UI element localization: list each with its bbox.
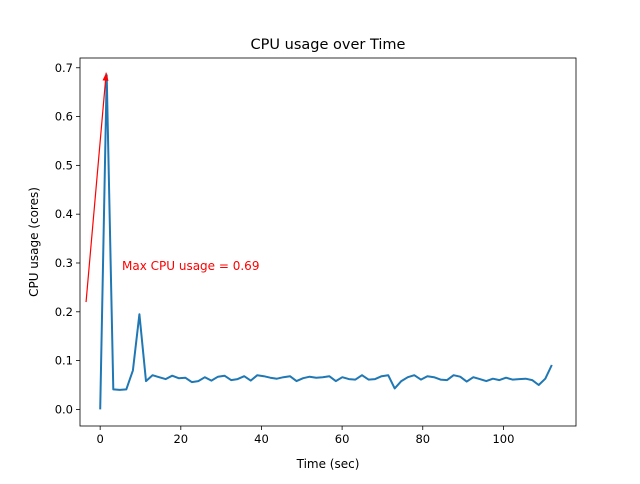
y-tick-label: 0.0 xyxy=(55,402,73,416)
y-tick-label: 0.6 xyxy=(55,110,73,124)
y-tick-label: 0.5 xyxy=(55,158,73,172)
annotation-arrow xyxy=(85,72,107,303)
y-axis-label: CPU usage (cores) xyxy=(27,187,41,297)
max-annotation: Max CPU usage = 0.69 xyxy=(85,72,259,303)
plot-frame xyxy=(79,57,577,427)
y-tick-label: 0.2 xyxy=(55,305,73,319)
x-tick-label: 60 xyxy=(335,432,350,446)
x-tick-label: 20 xyxy=(173,432,188,446)
y-tick-label: 0.7 xyxy=(55,61,73,75)
x-tick-label: 80 xyxy=(415,432,430,446)
x-tick-label: 100 xyxy=(492,432,514,446)
x-axis-label: Time (sec) xyxy=(296,457,360,471)
chart-title: CPU usage over Time xyxy=(251,37,406,53)
cpu-usage-line xyxy=(99,74,553,410)
annotation-arrowhead xyxy=(102,72,109,81)
annotation-label: Max CPU usage = 0.69 xyxy=(122,259,259,273)
y-tick-label: 0.4 xyxy=(55,207,73,221)
x-tick-label: 0 xyxy=(96,432,103,446)
x-tick-label: 40 xyxy=(254,432,269,446)
y-tick-label: 0.1 xyxy=(55,354,73,368)
y-tick-label: 0.3 xyxy=(55,256,73,270)
